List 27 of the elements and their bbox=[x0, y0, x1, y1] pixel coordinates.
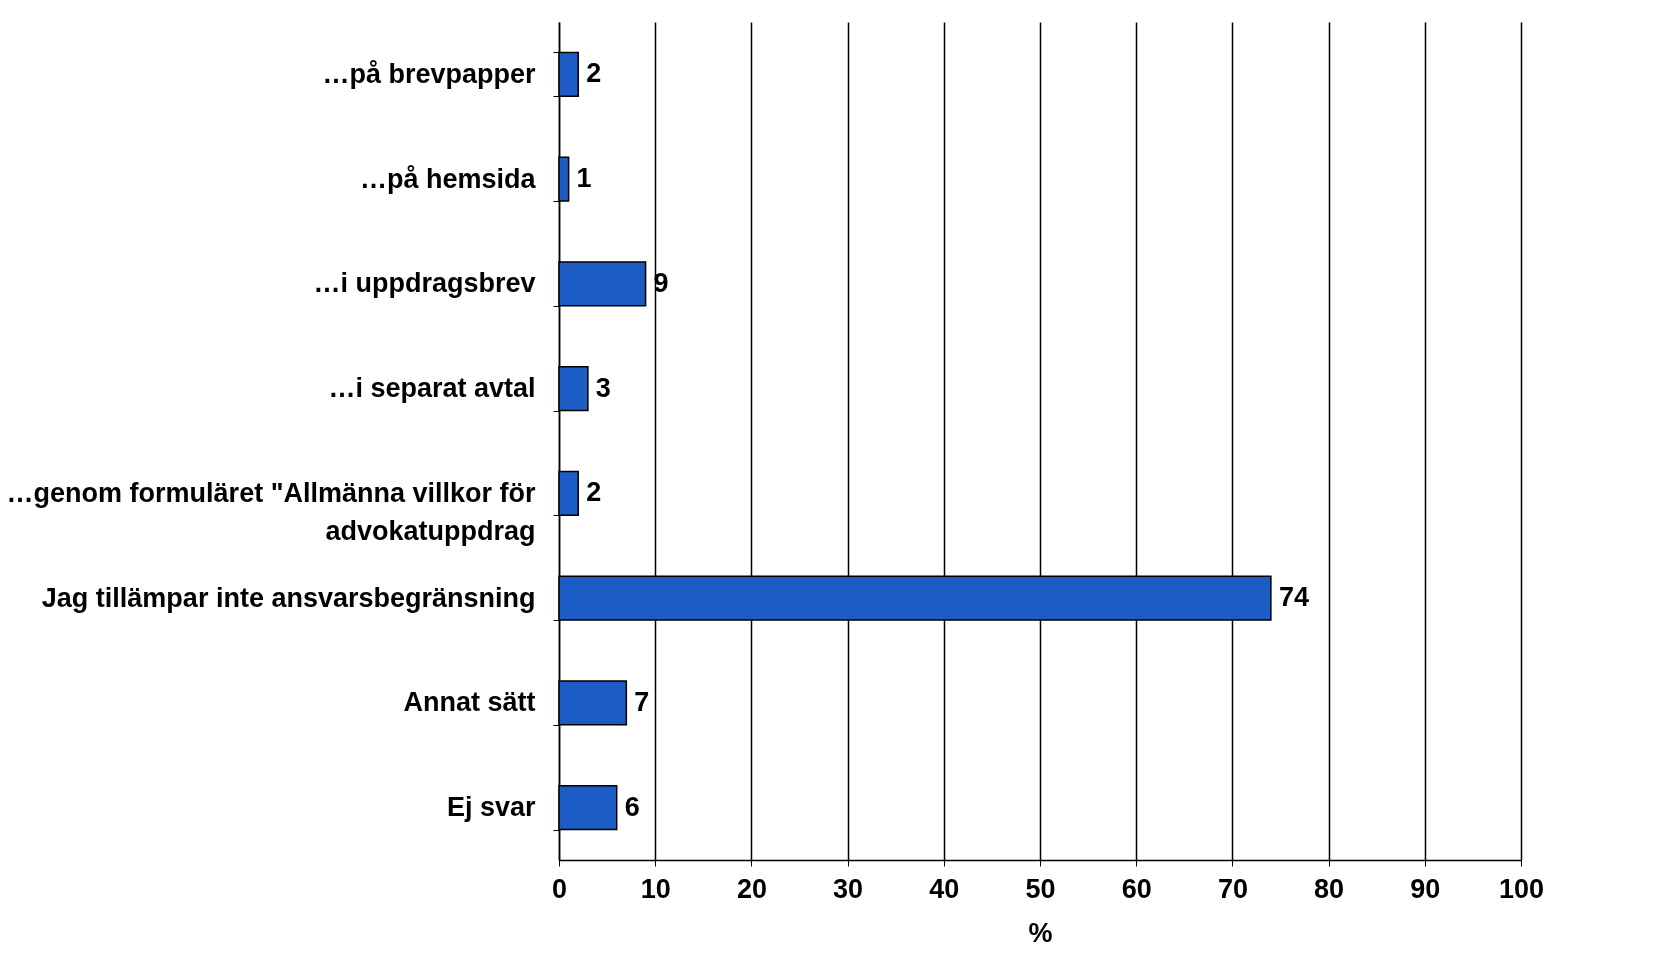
y-tick-label: Ej svar bbox=[446, 792, 536, 823]
x-axis-title: % bbox=[1028, 917, 1053, 948]
data-label: 6 bbox=[624, 791, 640, 822]
data-label: 74 bbox=[1278, 582, 1309, 613]
x-tick-label: 80 bbox=[1314, 873, 1345, 904]
x-tick-label: 40 bbox=[929, 873, 960, 904]
data-label: 7 bbox=[634, 686, 650, 717]
x-tick-label: 0 bbox=[551, 873, 568, 904]
y-tick-label: Jag tillämpar inte ansvarsbegränsning bbox=[41, 582, 536, 613]
data-label: 3 bbox=[595, 372, 611, 403]
data-label: 1 bbox=[576, 163, 592, 194]
x-tick-label: 50 bbox=[1025, 873, 1056, 904]
x-tick-label: 90 bbox=[1410, 873, 1441, 904]
y-tick-label: …på brevpapper bbox=[322, 58, 536, 89]
y-tick-label: Annat sätt bbox=[403, 687, 536, 718]
y-tick-label: …på hemsida bbox=[359, 163, 537, 194]
y-tick-label: …i separat avtal bbox=[328, 373, 536, 404]
x-tick-label: 100 bbox=[1498, 873, 1545, 904]
y-tick-label: …i uppdragsbrev bbox=[313, 268, 536, 299]
data-label: 2 bbox=[586, 477, 602, 508]
x-tick-label: 30 bbox=[833, 873, 864, 904]
x-tick-label: 20 bbox=[736, 873, 767, 904]
y-tick-label: …genom formuläret "Allmänna villkor för advokatuppdrag bbox=[6, 477, 536, 546]
x-tick-label: 60 bbox=[1121, 873, 1152, 904]
x-tick-label: 10 bbox=[640, 873, 671, 904]
data-label: 2 bbox=[586, 58, 602, 89]
x-tick-label: 70 bbox=[1217, 873, 1248, 904]
